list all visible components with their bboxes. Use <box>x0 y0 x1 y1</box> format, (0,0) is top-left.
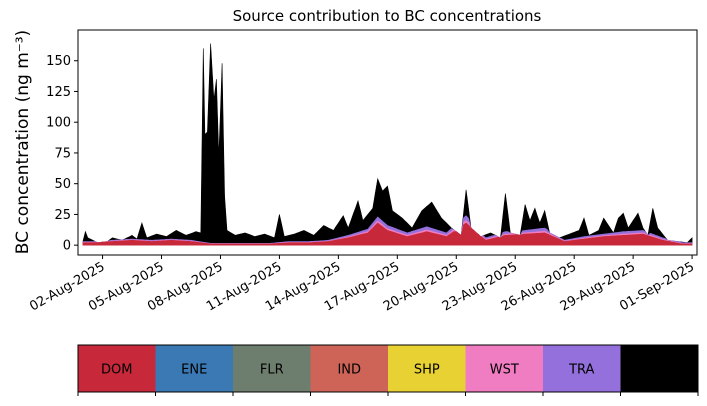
colorbar-frame <box>77 344 699 393</box>
legend-label-wst: WST <box>490 363 519 378</box>
y-axis-ticks: 0 25 50 75 100 125 150 <box>46 54 78 254</box>
legend-swatch-ene <box>155 345 233 392</box>
y-axis-label: BC concentration (ng m⁻³) <box>13 30 33 254</box>
legend-swatch-tra <box>543 345 621 392</box>
legend-swatch-wst <box>465 345 543 392</box>
colorbar-legend: DOM ENE FLR IND SHP WST TRA BB <box>77 344 699 396</box>
plot-area <box>77 29 698 256</box>
legend-label-flr: FLR <box>260 363 284 378</box>
y-tick-label: 100 <box>46 116 71 131</box>
legend-swatch-ind <box>310 345 388 392</box>
y-tick-label: 0 <box>63 239 71 254</box>
legend-label-bb: BB <box>650 363 668 378</box>
series-area-bb <box>82 43 693 246</box>
legend-label-ene: ENE <box>181 363 207 378</box>
legend-swatch-flr <box>233 345 311 392</box>
legend-label-shp: SHP <box>414 363 440 378</box>
y-tick-label: 150 <box>46 54 71 69</box>
y-tick-label: 125 <box>46 85 71 100</box>
series-area-dom <box>82 222 693 246</box>
y-tick-label: 50 <box>54 177 71 192</box>
chart-title: Source contribution to BC concentrations <box>233 7 542 25</box>
legend-label-tra: TRA <box>568 363 594 378</box>
x-axis-ticks: 02-Aug-202505-Aug-202508-Aug-202511-Aug-… <box>27 255 697 315</box>
legend-swatch-dom <box>78 345 156 392</box>
y-tick-label: 75 <box>54 146 71 161</box>
series-layers <box>82 43 693 246</box>
y-tick-label: 25 <box>54 208 71 223</box>
legend-label-dom: DOM <box>101 363 132 378</box>
legend-swatch-bb <box>620 345 698 392</box>
plot-frame <box>77 29 698 256</box>
legend-label-ind: IND <box>337 363 361 378</box>
legend-swatch-shp <box>388 345 466 392</box>
